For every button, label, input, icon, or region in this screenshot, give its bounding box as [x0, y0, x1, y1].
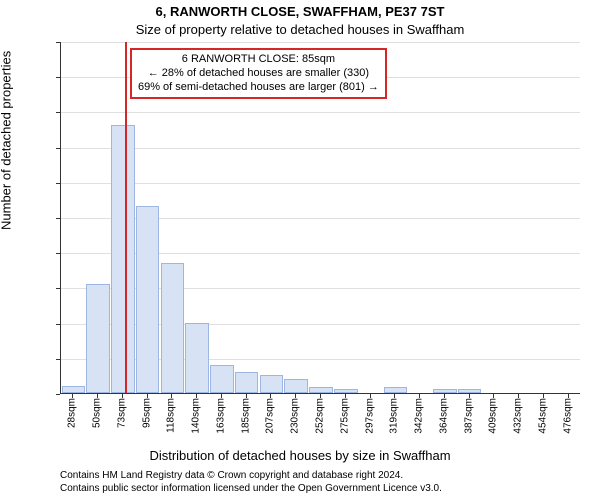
histogram-bar [235, 372, 259, 393]
x-tick-label: 297sqm [364, 398, 375, 434]
histogram-bar [384, 387, 408, 393]
histogram-bar [210, 365, 234, 393]
x-tick-label: 207sqm [265, 398, 276, 434]
x-tick-mark [419, 394, 420, 398]
y-tick-mark [56, 183, 60, 184]
x-tick-mark [72, 394, 73, 398]
x-tick-label: 95sqm [141, 398, 152, 428]
histogram-bar [309, 387, 333, 393]
x-tick-mark [221, 394, 222, 398]
histogram-bar [185, 323, 209, 393]
y-tick-mark [56, 359, 60, 360]
histogram-bar [284, 379, 308, 393]
y-tick-mark [56, 77, 60, 78]
x-tick-label: 73sqm [116, 398, 127, 428]
x-tick-label: 118sqm [166, 398, 177, 433]
x-tick-mark [97, 394, 98, 398]
y-tick-mark [56, 394, 60, 395]
x-tick-label: 275sqm [339, 398, 350, 434]
y-tick-mark [56, 253, 60, 254]
x-tick-mark [444, 394, 445, 398]
x-tick-label: 163sqm [215, 398, 226, 434]
histogram-bar [111, 125, 135, 393]
x-tick-label: 28sqm [67, 398, 78, 428]
x-tick-label: 476sqm [562, 398, 573, 434]
x-tick-mark [320, 394, 321, 398]
x-tick-label: 364sqm [438, 398, 449, 434]
x-tick-mark [171, 394, 172, 398]
gridline [61, 148, 580, 149]
x-tick-mark [345, 394, 346, 398]
gridline [61, 183, 580, 184]
y-tick-mark [56, 42, 60, 43]
histogram-bar [86, 284, 110, 393]
histogram-bar [458, 389, 482, 393]
x-tick-label: 387sqm [463, 398, 474, 434]
x-tick-label: 454sqm [537, 398, 548, 434]
copyright-line2: Contains public sector information licen… [60, 483, 442, 496]
y-tick-mark [56, 218, 60, 219]
x-axis-label: Distribution of detached houses by size … [0, 448, 600, 463]
y-tick-mark [56, 324, 60, 325]
x-tick-label: 409sqm [488, 398, 499, 434]
y-tick-mark [56, 288, 60, 289]
x-tick-mark [370, 394, 371, 398]
y-tick-mark [56, 148, 60, 149]
x-tick-mark [518, 394, 519, 398]
annotation-line2: ← 28% of detached houses are smaller (33… [138, 67, 379, 81]
x-tick-label: 342sqm [414, 398, 425, 434]
copyright-notice: Contains HM Land Registry data © Crown c… [60, 470, 442, 495]
x-tick-label: 185sqm [240, 398, 251, 434]
histogram-bar [334, 389, 358, 393]
chart-title-line2: Size of property relative to detached ho… [0, 22, 600, 37]
histogram-bar [62, 386, 86, 393]
annotation-box: 6 RANWORTH CLOSE: 85sqm ← 28% of detache… [130, 48, 387, 99]
x-tick-mark [122, 394, 123, 398]
x-tick-label: 252sqm [315, 398, 326, 434]
x-tick-label: 140sqm [191, 398, 202, 434]
x-tick-mark [568, 394, 569, 398]
histogram-bar [136, 206, 160, 393]
x-tick-mark [270, 394, 271, 398]
gridline [61, 112, 580, 113]
x-tick-mark [543, 394, 544, 398]
histogram-bar [161, 263, 185, 393]
x-tick-mark [147, 394, 148, 398]
gridline [61, 42, 580, 43]
x-tick-label: 230sqm [290, 398, 301, 434]
x-tick-label: 50sqm [92, 398, 103, 428]
histogram-bar [433, 389, 457, 393]
chart-title-line1: 6, RANWORTH CLOSE, SWAFFHAM, PE37 7ST [0, 4, 600, 19]
annotation-line1: 6 RANWORTH CLOSE: 85sqm [138, 53, 379, 67]
y-tick-labels: 050100150200250300350400450500 [0, 42, 60, 394]
annotation-line3: 69% of semi-detached houses are larger (… [138, 81, 379, 95]
y-tick-mark [56, 112, 60, 113]
x-tick-mark [246, 394, 247, 398]
x-tick-mark [493, 394, 494, 398]
x-tick-mark [394, 394, 395, 398]
x-tick-mark [295, 394, 296, 398]
x-tick-mark [469, 394, 470, 398]
x-tick-label: 319sqm [389, 398, 400, 434]
reference-line [125, 42, 127, 393]
x-tick-mark [196, 394, 197, 398]
x-tick-label: 432sqm [513, 398, 524, 434]
histogram-bar [260, 375, 284, 393]
copyright-line1: Contains HM Land Registry data © Crown c… [60, 470, 442, 483]
